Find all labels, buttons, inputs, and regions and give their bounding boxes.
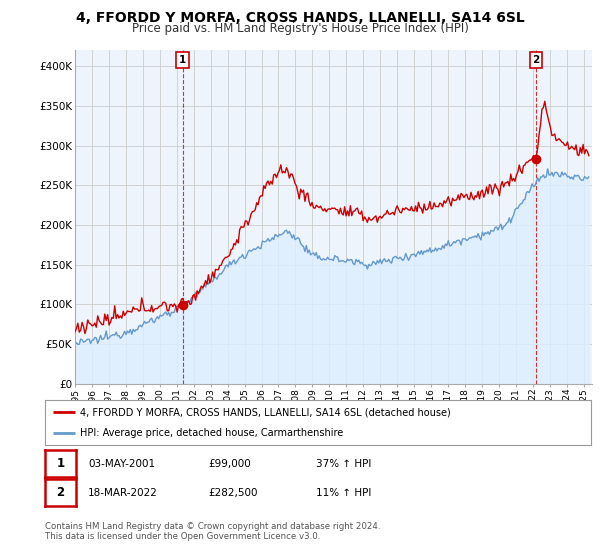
Text: 4, FFORDD Y MORFA, CROSS HANDS, LLANELLI, SA14 6SL (detached house): 4, FFORDD Y MORFA, CROSS HANDS, LLANELLI… — [80, 408, 451, 418]
Text: 4, FFORDD Y MORFA, CROSS HANDS, LLANELLI, SA14 6SL: 4, FFORDD Y MORFA, CROSS HANDS, LLANELLI… — [76, 11, 524, 25]
Text: 2: 2 — [533, 55, 540, 65]
Text: 1: 1 — [56, 457, 65, 470]
Text: Price paid vs. HM Land Registry's House Price Index (HPI): Price paid vs. HM Land Registry's House … — [131, 22, 469, 35]
Text: Contains HM Land Registry data © Crown copyright and database right 2024.
This d: Contains HM Land Registry data © Crown c… — [45, 522, 380, 542]
Text: 1: 1 — [179, 55, 187, 65]
Text: £282,500: £282,500 — [208, 488, 258, 498]
Text: 03-MAY-2001: 03-MAY-2001 — [88, 459, 155, 469]
Text: £99,000: £99,000 — [208, 459, 251, 469]
Text: 2: 2 — [56, 486, 65, 500]
Text: 18-MAR-2022: 18-MAR-2022 — [88, 488, 158, 498]
Text: HPI: Average price, detached house, Carmarthenshire: HPI: Average price, detached house, Carm… — [80, 428, 344, 438]
Text: 37% ↑ HPI: 37% ↑ HPI — [316, 459, 371, 469]
Text: 11% ↑ HPI: 11% ↑ HPI — [316, 488, 371, 498]
